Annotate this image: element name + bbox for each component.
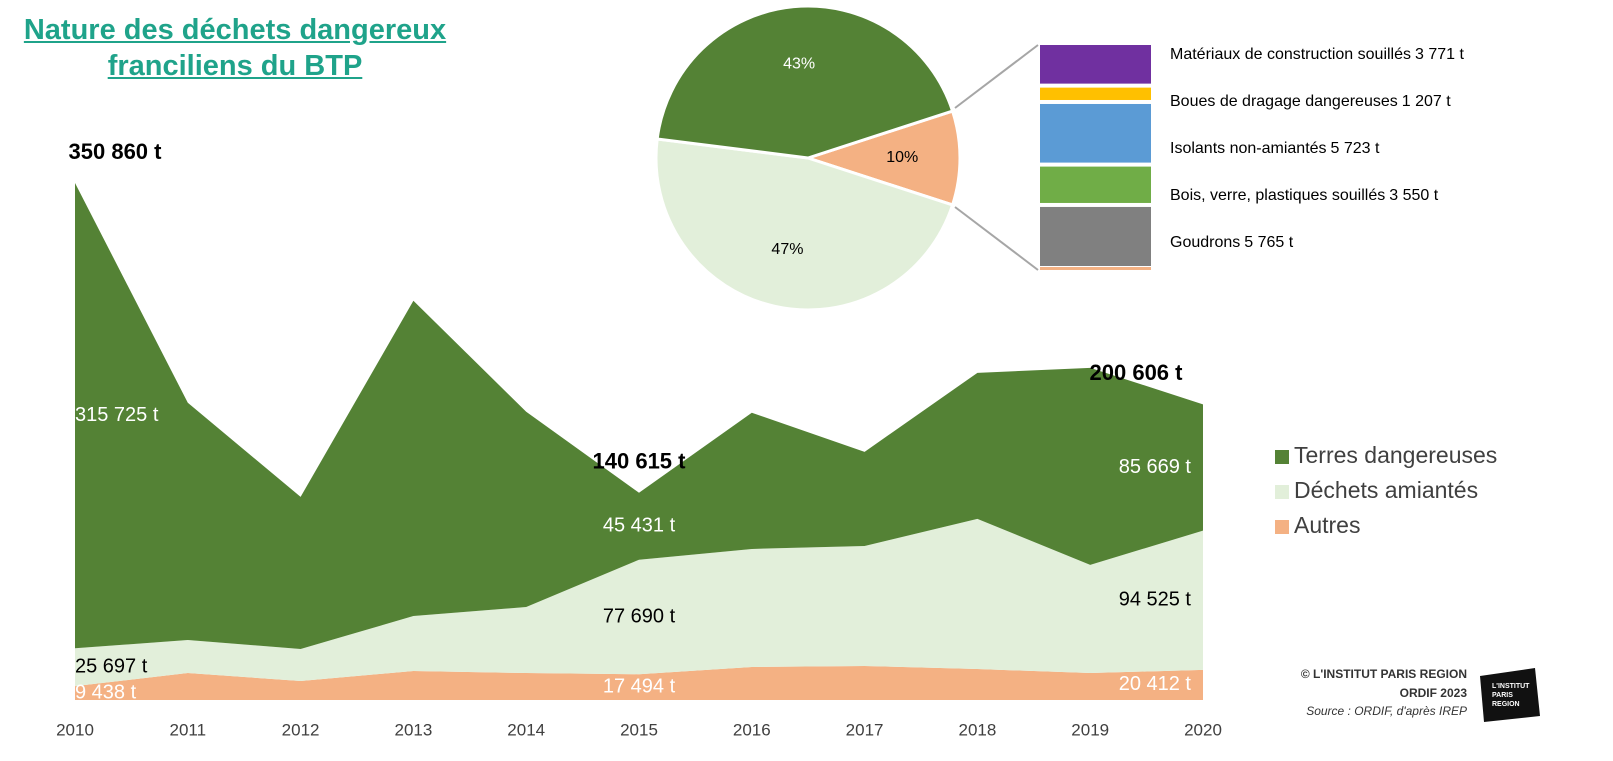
logo-text: REGION — [1492, 701, 1520, 708]
pie-slice — [654, 137, 955, 312]
data-label: 17 494 t — [603, 675, 676, 697]
data-label: 77 690 t — [603, 605, 676, 627]
x-tick-label: 2015 — [620, 720, 658, 739]
legend-label: Autres — [1294, 512, 1360, 538]
total-label: 350 860 t — [69, 139, 163, 164]
x-tick-label: 2012 — [282, 720, 320, 739]
data-label: 9 438 t — [75, 681, 137, 703]
logo-text: PARIS — [1492, 692, 1513, 699]
bar-segment — [1040, 103, 1151, 163]
bar-name: Matériaux de construction souillés — [1170, 46, 1411, 63]
x-tick-label: 2014 — [507, 720, 545, 739]
legend-label: Terres dangereuses — [1294, 442, 1497, 468]
pie-slice — [655, 4, 955, 160]
source: Source : ORDIF, d'après IREP — [1306, 704, 1467, 718]
x-tick-label: 2011 — [170, 720, 207, 739]
connector — [954, 44, 1039, 109]
bar-label: Isolants non-amiantés 5 723 t — [1170, 140, 1380, 157]
bar-label: Goudrons 5 765 t — [1170, 234, 1294, 251]
bar-label: Bois, verre, plastiques souillés 3 550 t — [1170, 187, 1439, 204]
pie-slice — [803, 109, 962, 207]
bar-name: Bois, verre, plastiques souillés — [1170, 187, 1385, 204]
bar-label: Boues de dragage dangereuses 1 207 t — [1170, 93, 1451, 110]
bar-value: 5 765 t — [1244, 234, 1293, 251]
copyright: © L'INSTITUT PARIS REGION — [1301, 667, 1467, 681]
chart-title: Nature des déchets dangereux franciliens… — [23, 14, 447, 82]
area — [75, 665, 1203, 700]
total-label: 140 615 t — [593, 449, 687, 474]
logo-text: L'INSTITUT — [1492, 683, 1530, 690]
connector — [954, 206, 1039, 271]
data-label: 315 725 t — [75, 404, 159, 426]
x-tick-label: 2013 — [394, 720, 432, 739]
bar-name: Boues de dragage dangereuses — [1170, 93, 1398, 110]
bar-segment — [1040, 45, 1151, 84]
bar-value: 1 207 t — [1402, 93, 1451, 110]
x-tick-label: 2018 — [958, 720, 996, 739]
x-tick-label: 2016 — [733, 720, 771, 739]
data-label: 85 669 t — [1119, 456, 1192, 478]
legend-label: Déchets amiantés — [1294, 477, 1478, 503]
bar-label: Matériaux de construction souillés 3 771 … — [1170, 46, 1465, 63]
bar-segment — [1040, 87, 1151, 100]
pie-label: 10% — [886, 149, 918, 166]
x-tick-label: 2019 — [1071, 720, 1109, 739]
pie-label: 43% — [783, 55, 815, 72]
bar-segment — [1040, 166, 1151, 203]
x-tick-label: 2010 — [56, 720, 94, 739]
x-tick-label: 2020 — [1184, 720, 1222, 739]
data-label: 20 412 t — [1119, 673, 1192, 695]
bar-value: 3 550 t — [1389, 187, 1438, 204]
logo — [1480, 668, 1540, 722]
x-tick-label: 2017 — [846, 720, 884, 739]
legend-swatch — [1275, 450, 1289, 464]
data-label: 94 525 t — [1119, 589, 1192, 611]
pie-label: 47% — [771, 241, 803, 258]
bar-segment — [1040, 206, 1151, 266]
area — [75, 182, 1203, 650]
bar-name: Goudrons — [1170, 234, 1240, 251]
legend-swatch — [1275, 520, 1289, 534]
bar-remainder — [1040, 267, 1151, 270]
edition: ORDIF 2023 — [1400, 686, 1468, 700]
data-label: 25 697 t — [75, 655, 148, 677]
bar-name: Isolants non-amiantés — [1170, 140, 1327, 157]
total-label: 200 606 t — [1090, 360, 1184, 385]
bar-value: 5 723 t — [1331, 140, 1380, 157]
legend-swatch — [1275, 485, 1289, 499]
data-label: 45 431 t — [603, 515, 676, 537]
area — [75, 518, 1203, 687]
bar-value: 3 771 t — [1415, 46, 1464, 63]
